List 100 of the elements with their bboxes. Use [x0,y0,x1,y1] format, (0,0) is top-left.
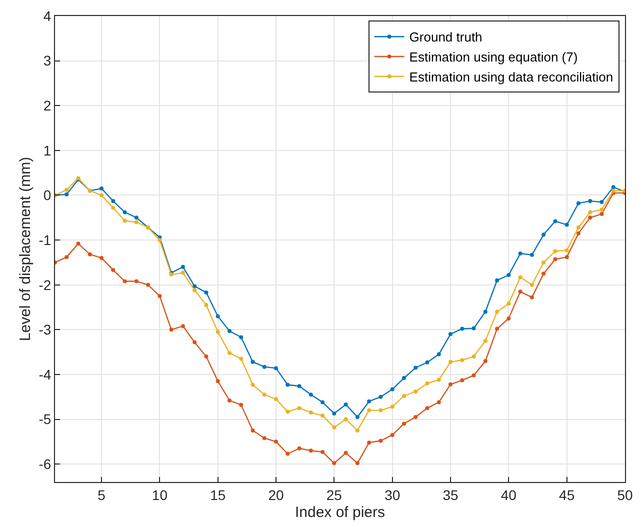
point [460,358,464,362]
point [436,352,441,356]
point [402,376,406,380]
point [367,440,372,445]
point [518,275,522,280]
point [180,270,185,275]
x-tick-label: 35 [442,486,459,503]
point [122,210,127,214]
point [414,415,418,420]
point [274,366,278,370]
point [425,360,430,364]
point [100,193,104,198]
point [262,392,266,397]
point [530,252,534,257]
point [564,248,569,252]
point [448,360,453,364]
point [216,314,220,318]
point [495,326,500,331]
point [414,366,418,370]
y-tick-label: 0 [43,187,52,204]
point [472,373,476,378]
point [320,414,325,418]
point [320,450,325,454]
point [286,410,290,414]
point [227,329,232,333]
point [483,359,488,364]
point [588,210,592,214]
y-tick-label: 1 [43,142,52,158]
point [332,461,336,466]
point [378,408,383,412]
point [204,354,208,359]
point [227,398,232,402]
point [239,356,244,361]
point [355,428,360,432]
point [262,364,266,369]
point [134,220,138,224]
point [134,216,138,220]
point [588,216,592,220]
point [122,279,127,284]
point [250,382,255,387]
point [64,255,69,260]
point [88,252,92,256]
y-tick-label: 3 [43,52,52,69]
point [100,186,104,191]
point [100,256,104,260]
point [344,402,348,406]
point [600,212,604,216]
point [506,316,511,320]
x-tick-label: 30 [384,486,400,503]
point [530,295,534,300]
point [553,257,558,262]
point [158,238,162,242]
point [472,354,476,359]
point [262,436,266,440]
point [483,310,488,314]
point [367,408,372,412]
point [192,288,197,292]
point [111,199,116,204]
point [64,188,69,192]
point [472,326,476,330]
point [111,268,116,272]
point [506,272,511,277]
y-tick-label: -1 [38,232,52,248]
point [611,185,616,190]
point [564,255,569,260]
y-tick-label: -3 [38,322,52,338]
x-axis-title: Index of piers [294,504,386,521]
x-tick-label: 20 [268,486,284,503]
point [204,290,208,294]
point [553,219,558,224]
point [250,428,255,432]
point [320,400,325,404]
point [402,394,406,398]
point [542,232,546,237]
point [286,452,290,456]
point [239,335,244,340]
point [64,192,69,196]
point [297,406,302,410]
x-tick-label: 10 [152,486,168,503]
y-tick-label: -5 [38,411,52,428]
point [192,340,197,344]
y-tick-label: -4 [38,366,52,382]
point [308,410,313,415]
legend-label: Estimation using data reconciliation [409,69,614,84]
point [495,278,500,282]
point [76,242,80,246]
point [274,397,278,402]
y-tick-label: 4 [43,8,52,24]
point [518,251,522,256]
point [436,378,441,382]
point [390,404,394,409]
x-tick-label: 25 [326,486,342,503]
point [436,400,441,404]
point [216,379,220,384]
point [448,332,453,336]
point [483,338,488,343]
point [180,324,185,328]
point [390,432,394,437]
point [134,279,138,284]
point [308,392,313,397]
